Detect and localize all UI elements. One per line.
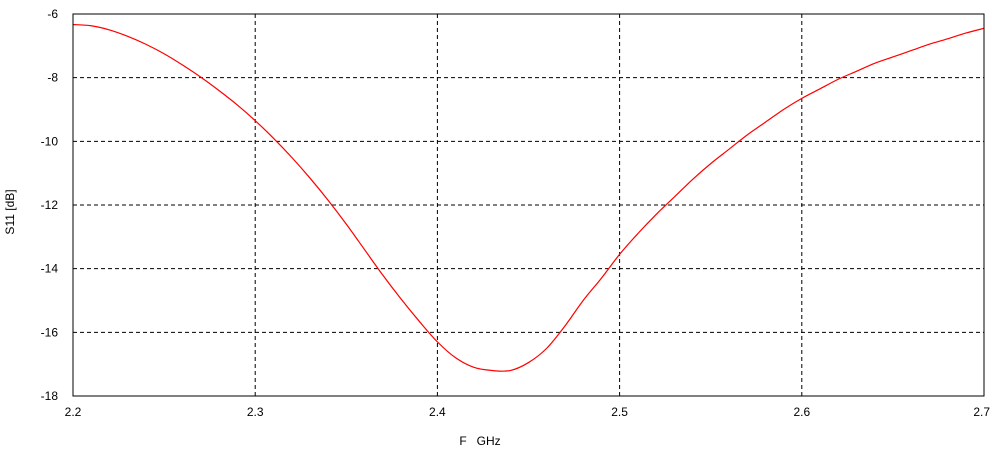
x-tick-label: 2.5 — [611, 405, 628, 419]
x-tick-label: 2.3 — [247, 405, 264, 419]
x-tick-label: 2.4 — [429, 405, 446, 419]
y-tick-label: -14 — [41, 262, 59, 276]
y-tick-label: -12 — [41, 198, 59, 212]
x-tick-label: 2.6 — [793, 405, 810, 419]
grid-lines — [73, 14, 984, 396]
x-tick-labels: 2.2 2.3 2.4 2.5 2.6 2.7 — [65, 405, 991, 419]
y-tick-labels: -6 -8 -10 -12 -14 -16 -18 — [41, 7, 59, 403]
y-tick-label: -6 — [47, 7, 58, 21]
x-tick-label: 2.2 — [65, 405, 82, 419]
y-tick-label: -8 — [47, 71, 58, 85]
x-tick-label: 2.7 — [973, 405, 990, 419]
plot-frame — [72, 13, 985, 397]
x-axis-label: F GHz — [459, 434, 500, 448]
y-axis-label: S11 [dB] — [3, 189, 17, 234]
series-line-s11 — [72, 23, 985, 372]
y-tick-label: -16 — [41, 325, 59, 339]
y-tick-label: -10 — [41, 134, 59, 148]
series-group — [72, 23, 985, 372]
y-tick-label: -18 — [41, 389, 59, 403]
